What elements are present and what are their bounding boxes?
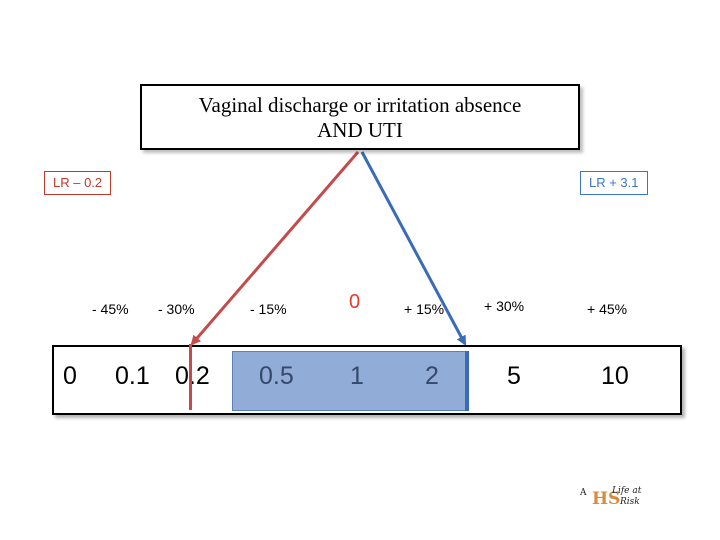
- pct-minus-15: - 15%: [250, 301, 287, 317]
- pct-plus-45: + 45%: [587, 301, 628, 317]
- scale-tick-1: 1: [350, 362, 364, 390]
- scale-tick-10: 10: [601, 362, 629, 390]
- positive-lr-marker: [465, 351, 469, 411]
- logo-mark: HS: [592, 489, 621, 509]
- scale-tick-0-2: 0.2: [175, 362, 210, 390]
- negative-lr-arrow: [190, 151, 360, 346]
- pct-minus-45: - 45%: [92, 301, 129, 317]
- life-at-risk-logo: A HS Life at Risk: [580, 486, 650, 512]
- negative-lr-marker: [189, 344, 192, 410]
- finding-title-line-1: Vaginal discharge or irritation absence: [198, 93, 522, 117]
- scale-tick-5: 5: [507, 362, 521, 390]
- logo-text-b: Life at: [612, 486, 642, 496]
- negative-lr-label: LR – 0.2: [44, 171, 112, 195]
- scale-tick-0-5: 0.5: [259, 362, 294, 390]
- finding-title-line-2: AND UTI: [317, 118, 403, 142]
- finding-title-box: Vaginal discharge or irritation absence …: [140, 84, 580, 150]
- scale-tick-0-1: 0.1: [115, 362, 150, 390]
- pct-plus-30: + 30%: [484, 298, 525, 314]
- neutral-zone: [232, 351, 468, 411]
- logo-text-c: Risk: [620, 497, 640, 507]
- logo-text-a: A: [580, 488, 587, 498]
- positive-lr-arrow: [360, 151, 467, 346]
- pct-zero: 0: [349, 291, 361, 313]
- scale-tick-0: 0: [63, 362, 77, 390]
- pct-plus-15: + 15%: [404, 301, 445, 317]
- scale-tick-2: 2: [425, 362, 439, 390]
- pct-minus-30: - 30%: [158, 301, 195, 317]
- positive-lr-label: LR + 3.1: [580, 171, 648, 195]
